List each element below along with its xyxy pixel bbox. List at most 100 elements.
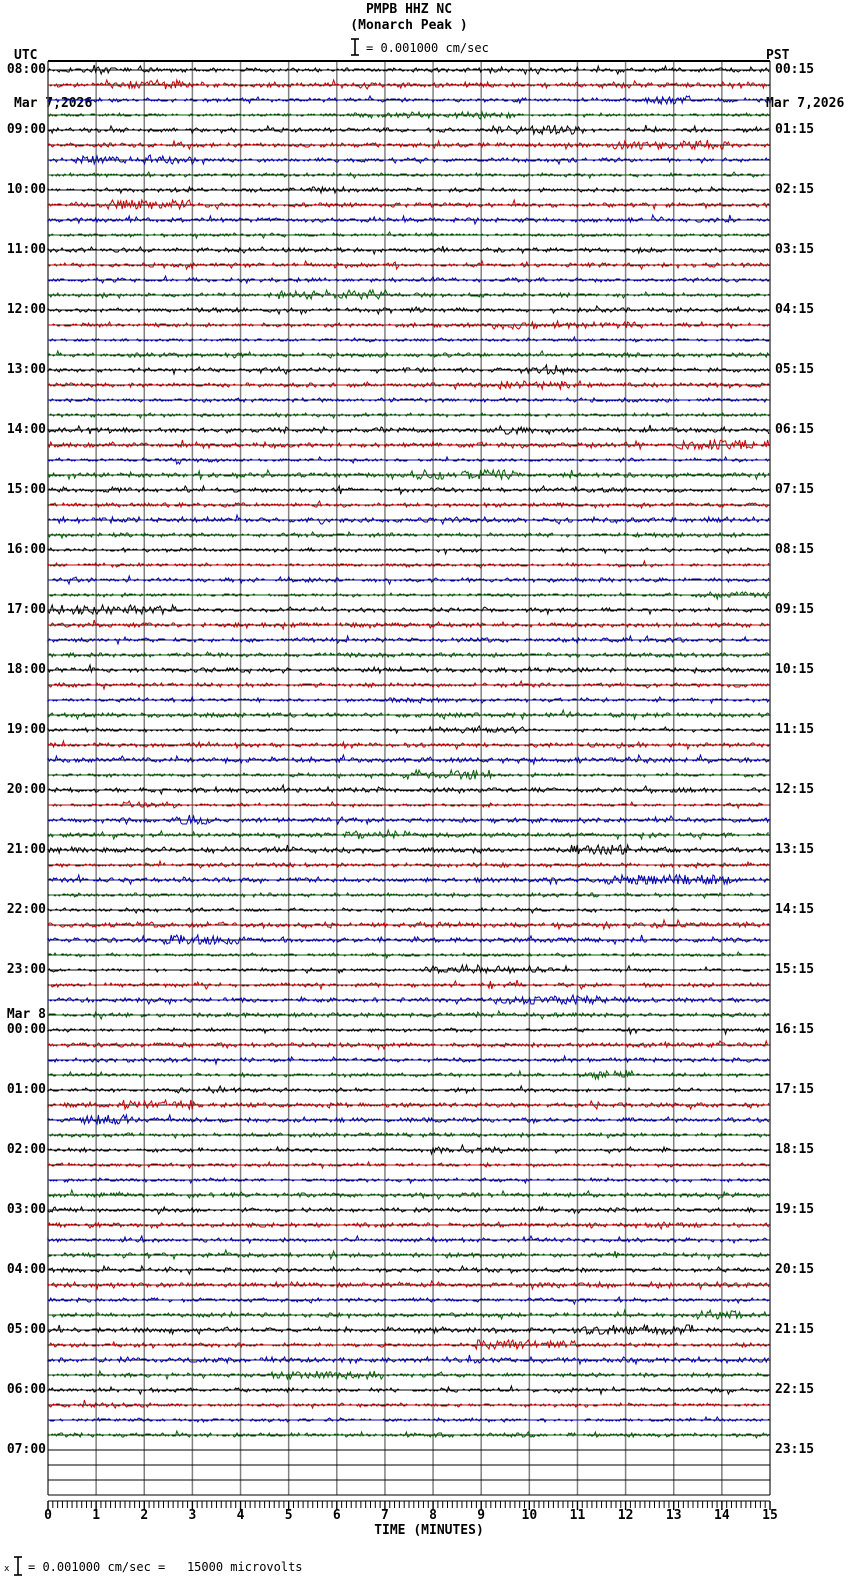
pst-hour-label: 02:15 xyxy=(775,182,815,197)
seismic-trace xyxy=(47,1248,770,1261)
seismic-trace xyxy=(47,843,770,856)
seismic-trace xyxy=(48,335,769,343)
seismic-trace xyxy=(47,424,770,436)
x-axis-tick-label: 9 xyxy=(477,1508,486,1523)
utc-hour-label: 09:00 xyxy=(6,122,46,137)
seismic-trace xyxy=(47,768,769,781)
footer-scale-bar-icon xyxy=(14,1556,22,1576)
utc-hour-label: 22:00 xyxy=(6,902,46,917)
pst-hour-label: 03:15 xyxy=(775,242,815,257)
seismic-trace xyxy=(47,1354,770,1366)
pst-hour-label: 07:15 xyxy=(775,482,815,497)
seismic-trace xyxy=(47,484,770,496)
pst-hour-label: 11:15 xyxy=(775,722,815,737)
seismic-trace xyxy=(47,499,770,510)
pst-hour-label: 05:15 xyxy=(775,362,815,377)
seismic-trace xyxy=(48,591,770,601)
pst-date-label: Mar 7,2026 xyxy=(766,96,845,111)
seismic-trace xyxy=(47,918,769,931)
seismic-trace xyxy=(47,1205,769,1216)
pst-hour-label: 13:15 xyxy=(775,842,815,857)
seismic-trace xyxy=(47,951,769,960)
seismic-trace xyxy=(47,724,770,735)
x-axis-tick-label: 11 xyxy=(569,1508,586,1523)
seismic-trace xyxy=(47,94,770,106)
pst-hour-label: 16:15 xyxy=(775,1022,815,1037)
pst-hour-label: 20:15 xyxy=(775,1262,815,1277)
seismic-trace xyxy=(47,963,770,975)
seismic-trace xyxy=(47,198,769,211)
pst-hour-label: 17:15 xyxy=(775,1082,815,1097)
seismic-trace xyxy=(47,695,770,705)
x-axis-tick-label: 15 xyxy=(762,1508,778,1523)
utc-hour-label: 20:00 xyxy=(6,782,46,797)
utc-hour-label: 01:00 xyxy=(6,1082,46,1097)
seismic-trace xyxy=(48,1415,770,1423)
seismic-trace xyxy=(47,663,770,675)
x-axis-tick-label: 14 xyxy=(714,1508,730,1523)
seismic-trace xyxy=(48,411,770,420)
x-axis-tick-label: 1 xyxy=(92,1508,101,1523)
seismic-trace xyxy=(48,619,770,631)
seismic-trace xyxy=(47,1384,770,1396)
utc-hour-label: 19:00 xyxy=(6,722,46,737)
pst-hour-label: 21:15 xyxy=(775,1322,815,1337)
utc-hour-label: 23:00 xyxy=(6,962,46,977)
utc-hour-label: 08:00 xyxy=(6,62,46,77)
station-title: PMPB HHZ NC xyxy=(365,2,453,17)
seismic-trace xyxy=(47,634,769,646)
pst-hour-label: 10:15 xyxy=(775,662,815,677)
pst-hour-label: 00:15 xyxy=(775,62,815,77)
seismic-trace xyxy=(47,363,770,376)
x-axis-tick-label: 10 xyxy=(521,1508,538,1523)
seismic-trace xyxy=(47,513,770,526)
seismic-trace xyxy=(47,64,770,76)
seismic-trace xyxy=(47,783,770,796)
seismic-trace xyxy=(47,828,769,841)
pst-hour-label: 01:15 xyxy=(775,122,815,137)
seismic-trace xyxy=(47,753,769,766)
seismic-trace xyxy=(47,603,770,616)
seismic-trace xyxy=(47,979,770,991)
seismic-trace xyxy=(47,1084,770,1095)
seismic-trace xyxy=(47,1399,770,1410)
x-axis-tick-label: 7 xyxy=(381,1508,389,1523)
pst-hour-label: 18:15 xyxy=(775,1142,815,1157)
utc-hour-label: 05:00 xyxy=(6,1322,46,1337)
utc-hour-label: 16:00 xyxy=(6,542,46,557)
seismic-trace xyxy=(48,78,770,90)
seismic-trace xyxy=(47,890,770,900)
utc-hour-label: 15:00 xyxy=(6,482,46,497)
pst-header: PST Mar 7,2026 xyxy=(766,16,844,128)
seismic-trace xyxy=(47,245,770,256)
footer-subscript: x xyxy=(4,1564,10,1574)
seismic-trace xyxy=(47,1338,770,1351)
seismic-trace xyxy=(47,1369,770,1381)
seismic-trace xyxy=(48,154,770,166)
seismic-trace xyxy=(47,438,770,451)
seismic-trace xyxy=(47,110,770,120)
pst-tz-label: PST xyxy=(766,48,790,63)
footer-scale-label: = 0.001000 cm/sec = 15000 microvolts xyxy=(28,1560,303,1574)
scale-label: = 0.001000 cm/sec xyxy=(366,41,489,55)
seismic-trace xyxy=(47,1220,770,1231)
x-axis-tick-label: 5 xyxy=(284,1508,293,1523)
seismic-trace xyxy=(47,1054,770,1066)
utc-hour-label: 00:00 xyxy=(6,1022,46,1037)
seismic-trace xyxy=(47,288,770,301)
seismic-trace xyxy=(47,379,769,391)
seismic-trace xyxy=(47,259,770,271)
seismic-trace xyxy=(47,274,769,285)
seismic-trace xyxy=(47,1323,770,1336)
seismic-trace xyxy=(47,1264,770,1276)
station-subtitle: (Monarch Peak ) xyxy=(350,18,468,33)
seismic-trace xyxy=(47,1160,770,1170)
utc-hour-label: 02:00 xyxy=(6,1142,46,1157)
utc-hour-label: 18:00 xyxy=(6,662,46,677)
seismic-trace xyxy=(47,546,770,556)
utc-hour-label: 17:00 xyxy=(6,602,46,617)
x-axis-tick-label: 3 xyxy=(188,1508,197,1523)
pst-hour-label: 09:15 xyxy=(775,602,815,617)
pst-hour-label: 19:15 xyxy=(775,1202,815,1217)
